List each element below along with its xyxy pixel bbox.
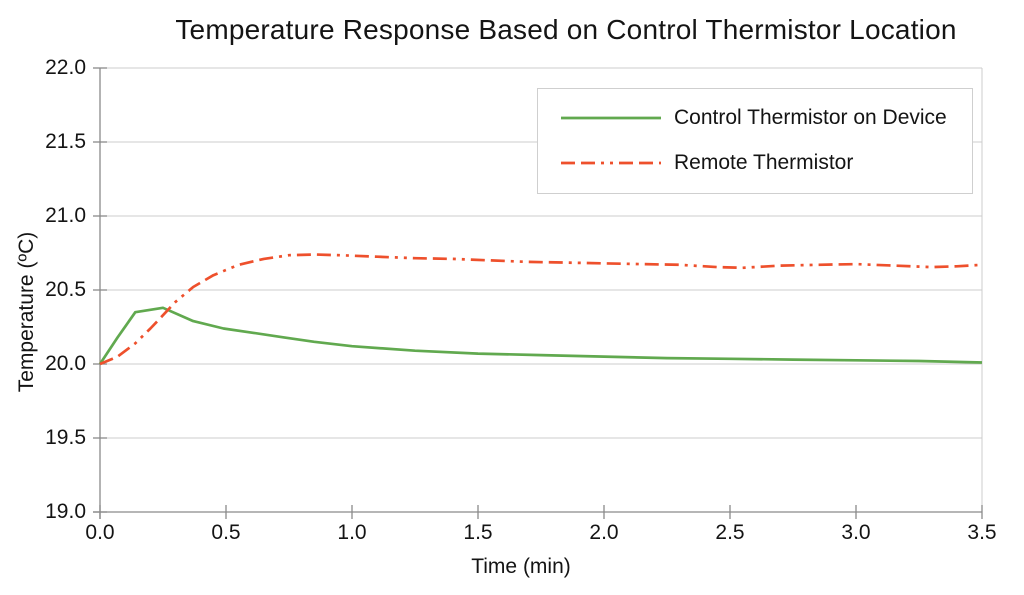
legend-entry: Control Thermistor on Device <box>560 103 947 133</box>
y-tick-label: 21.0 <box>45 204 86 227</box>
y-tick-label: 22.0 <box>45 56 86 79</box>
x-tick-label: 3.0 <box>841 521 871 544</box>
x-axis-title: Time (min) <box>471 555 571 578</box>
x-tick-label: 1.0 <box>337 521 367 544</box>
x-tick-label: 2.0 <box>589 521 619 544</box>
legend-line-sample <box>561 161 661 165</box>
legend-line-sample <box>561 116 661 120</box>
x-tick-label: 0.5 <box>211 521 241 544</box>
y-tick-label: 19.0 <box>45 500 86 523</box>
x-tick-label: 2.5 <box>715 521 745 544</box>
chart-title: Temperature Response Based on Control Th… <box>175 14 957 45</box>
series-line-2 <box>99 253 983 366</box>
legend-label: Control Thermistor on Device <box>674 106 947 129</box>
x-tick-label: 1.5 <box>463 521 493 544</box>
x-tick-label: 0.0 <box>85 521 115 544</box>
series-line-1 <box>98 306 983 365</box>
x-tick-label: 3.5 <box>967 521 997 544</box>
y-tick-label: 20.5 <box>45 278 86 301</box>
y-tick-label: 21.5 <box>45 130 86 153</box>
y-tick-label: 20.0 <box>45 352 86 375</box>
legend-label: Remote Thermistor <box>674 151 854 174</box>
legend: Control Thermistor on Device Remote Therm… <box>537 88 973 194</box>
legend-entry: Remote Thermistor <box>560 148 853 178</box>
y-tick-label: 19.5 <box>45 426 86 449</box>
